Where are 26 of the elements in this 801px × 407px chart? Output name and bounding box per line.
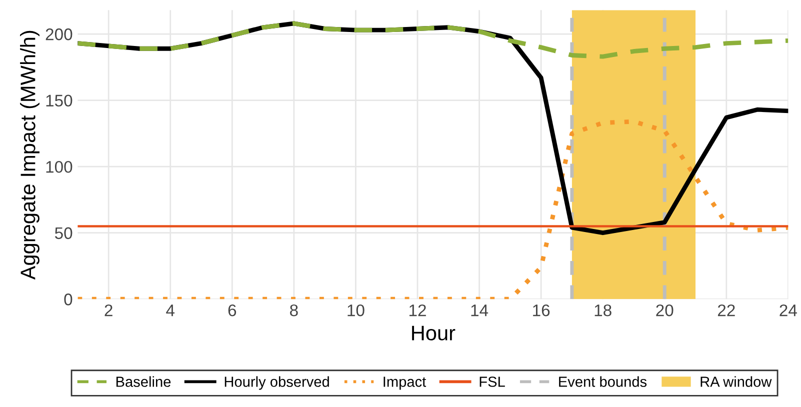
x-tick-label: 10 [348, 304, 364, 316]
y-tick-label: 0 [64, 294, 72, 306]
legend-label: Event bounds [559, 376, 647, 387]
legend-label: FSL [480, 376, 505, 387]
x-tick-label: 4 [166, 304, 175, 316]
y-tick-label: 50 [54, 227, 72, 240]
line-series [78, 21, 788, 59]
legend-label: RA window [700, 376, 772, 387]
x-tick-label: 22 [718, 304, 735, 316]
y-tick-label: 200 [46, 28, 72, 40]
x-axis-title: Hour [412, 326, 456, 340]
x-tick-label: 16 [533, 304, 550, 316]
legend-label: Impact [384, 376, 426, 390]
y-axis-title: Aggregate Impact (MWh/h) [20, 30, 40, 280]
x-tick-label: 18 [594, 304, 612, 316]
x-tick-label: 6 [228, 304, 236, 316]
y-tick-label: 100 [46, 160, 72, 173]
x-tick-label: 12 [410, 304, 426, 316]
x-tick-label: 8 [290, 304, 298, 316]
legend-label: Baseline [116, 376, 171, 387]
x-tick-label: 24 [780, 304, 797, 316]
x-tick-label: 2 [104, 304, 112, 316]
x-tick-label: 14 [471, 304, 488, 316]
y-tick-label: 150 [46, 94, 72, 107]
legend-label: Hourly observed [224, 376, 329, 390]
x-tick-label: 20 [656, 304, 674, 316]
